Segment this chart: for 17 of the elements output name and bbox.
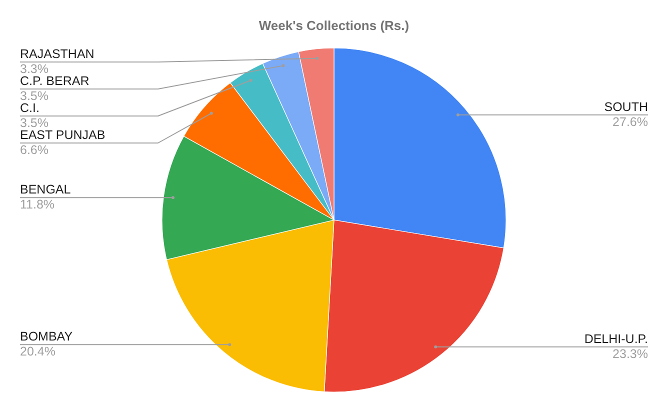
slice-label: DELHI-U.P. — [584, 332, 648, 346]
slice-label: SOUTH — [604, 100, 648, 114]
data-label: 11.8% — [20, 198, 55, 212]
slice-label: BOMBAY — [20, 330, 74, 344]
chart-title: Week's Collections (Rs.) — [258, 18, 410, 33]
data-label: 27.6% — [612, 114, 648, 129]
data-label: 3.5% — [20, 89, 48, 103]
data-label: 6.6% — [20, 143, 48, 157]
slice-label: BENGAL — [20, 182, 71, 197]
data-label: 3.5% — [20, 116, 48, 130]
slice-label: C.I. — [20, 101, 40, 115]
data-label: 3.3% — [20, 62, 48, 76]
data-label: 20.4% — [20, 344, 56, 359]
slice-label: EAST PUNJAB — [20, 128, 106, 142]
slice-label: C.P. BERAR — [20, 74, 90, 88]
slice-label: RAJASTHAN — [20, 47, 94, 61]
data-label: 23.3% — [612, 346, 648, 361]
